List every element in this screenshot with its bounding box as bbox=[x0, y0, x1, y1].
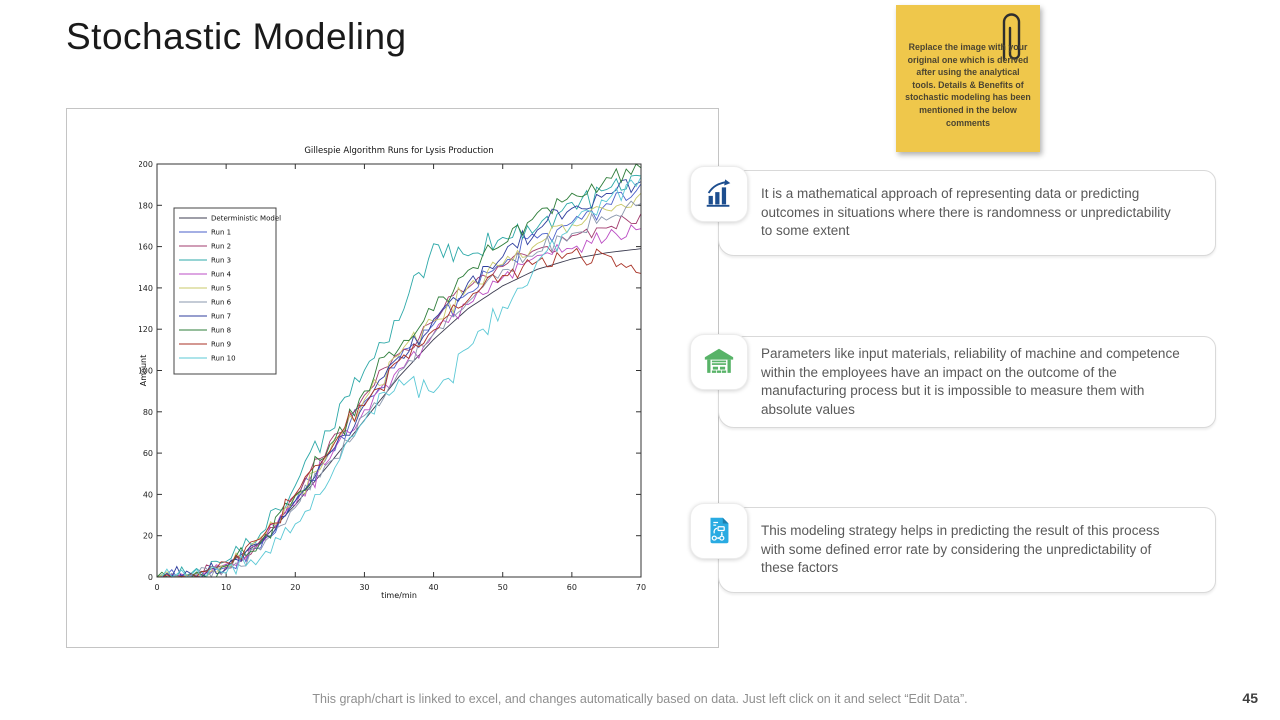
page-number: 45 bbox=[1242, 690, 1258, 706]
svg-text:Run 7: Run 7 bbox=[211, 313, 231, 321]
process-document-icon bbox=[710, 517, 729, 544]
chart-panel: Gillespie Algorithm Runs for Lysis Produ… bbox=[66, 108, 719, 648]
sticky-note: Replace the image with your original one… bbox=[896, 5, 1040, 152]
bar-chart-growth-icon bbox=[706, 179, 731, 207]
svg-text:Run 9: Run 9 bbox=[211, 341, 231, 349]
page-title: Stochastic Modeling bbox=[66, 16, 407, 57]
svg-text:120: 120 bbox=[139, 325, 153, 334]
svg-text:Run 2: Run 2 bbox=[211, 243, 231, 251]
benefit-text-1: It is a mathematical approach of represe… bbox=[761, 186, 1171, 239]
svg-text:Run 5: Run 5 bbox=[211, 285, 231, 293]
svg-text:Run 10: Run 10 bbox=[211, 355, 236, 363]
svg-text:0: 0 bbox=[154, 583, 159, 592]
warehouse-icon bbox=[704, 348, 734, 373]
svg-text:Run 3: Run 3 bbox=[211, 257, 231, 265]
svg-text:160: 160 bbox=[139, 243, 153, 252]
svg-text:time/min: time/min bbox=[381, 591, 417, 600]
svg-text:70: 70 bbox=[636, 583, 646, 592]
svg-text:Run 4: Run 4 bbox=[211, 271, 232, 279]
benefit-text-3: This modeling strategy helps in predicti… bbox=[761, 523, 1160, 576]
svg-text:40: 40 bbox=[428, 583, 438, 592]
svg-text:100: 100 bbox=[139, 367, 153, 376]
svg-text:Run 6: Run 6 bbox=[211, 299, 232, 307]
paperclip-icon bbox=[1002, 13, 1021, 61]
svg-text:30: 30 bbox=[359, 583, 369, 592]
benefit-card-2: Parameters like input materials, reliabi… bbox=[718, 336, 1216, 428]
svg-text:60: 60 bbox=[567, 583, 577, 592]
svg-text:80: 80 bbox=[143, 408, 153, 417]
svg-text:Run 8: Run 8 bbox=[211, 327, 231, 335]
benefit-card-1: It is a mathematical approach of represe… bbox=[718, 170, 1216, 256]
footer-note: This graph/chart is linked to excel, and… bbox=[312, 692, 968, 706]
svg-text:20: 20 bbox=[290, 583, 300, 592]
svg-text:Run 1: Run 1 bbox=[211, 229, 231, 237]
benefit-icon-tile-3 bbox=[690, 503, 748, 559]
gillespie-chart[interactable]: Gillespie Algorithm Runs for Lysis Produ… bbox=[139, 139, 659, 609]
svg-text:10: 10 bbox=[221, 583, 231, 592]
benefit-icon-tile-2 bbox=[690, 334, 748, 390]
svg-text:Amount: Amount bbox=[139, 355, 148, 386]
svg-text:140: 140 bbox=[139, 284, 153, 293]
svg-text:200: 200 bbox=[139, 160, 153, 169]
svg-text:20: 20 bbox=[143, 532, 153, 541]
svg-text:60: 60 bbox=[143, 449, 153, 458]
svg-text:0: 0 bbox=[148, 573, 153, 582]
svg-text:Deterministic Model: Deterministic Model bbox=[211, 215, 281, 223]
svg-text:40: 40 bbox=[143, 490, 153, 499]
svg-text:50: 50 bbox=[498, 583, 508, 592]
benefit-icon-tile-1 bbox=[690, 166, 748, 222]
benefit-card-3: This modeling strategy helps in predicti… bbox=[718, 507, 1216, 593]
svg-text:Gillespie Algorithm Runs for L: Gillespie Algorithm Runs for Lysis Produ… bbox=[304, 146, 493, 156]
benefit-text-2: Parameters like input materials, reliabi… bbox=[761, 346, 1180, 417]
sticky-note-text: Replace the image with your original one… bbox=[905, 42, 1031, 128]
svg-text:180: 180 bbox=[139, 201, 153, 210]
